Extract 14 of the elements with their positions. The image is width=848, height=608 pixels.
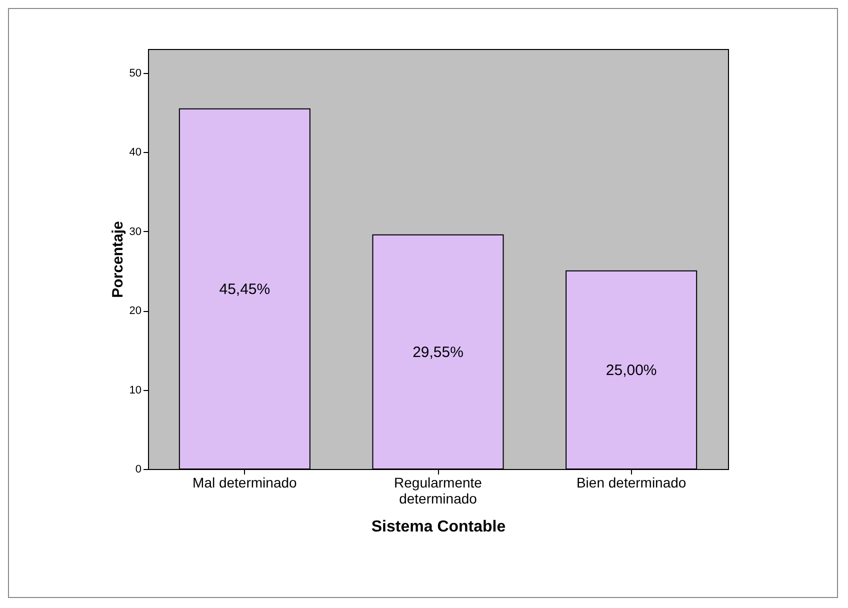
data-label: 29,55% xyxy=(412,344,464,361)
y-tick-label: 30 xyxy=(129,226,142,238)
y-tick-label: 0 xyxy=(135,464,142,476)
y-tick-label: 20 xyxy=(129,305,142,318)
x-tick-label: Mal determinado xyxy=(192,474,298,490)
data-label: 25,00% xyxy=(606,362,657,379)
data-label: 45,45% xyxy=(219,280,270,298)
x-tick-label: Regularmente determinado xyxy=(394,474,482,506)
y-tick-label: 40 xyxy=(129,146,142,159)
y-tick-label: 10 xyxy=(129,384,142,396)
x-axis-title: Sistema Contable xyxy=(371,518,506,536)
y-tick-label: 50 xyxy=(129,67,142,80)
y-axis-title: Porcentaje xyxy=(109,221,126,298)
x-tick-label: Bien determinado xyxy=(576,474,686,490)
